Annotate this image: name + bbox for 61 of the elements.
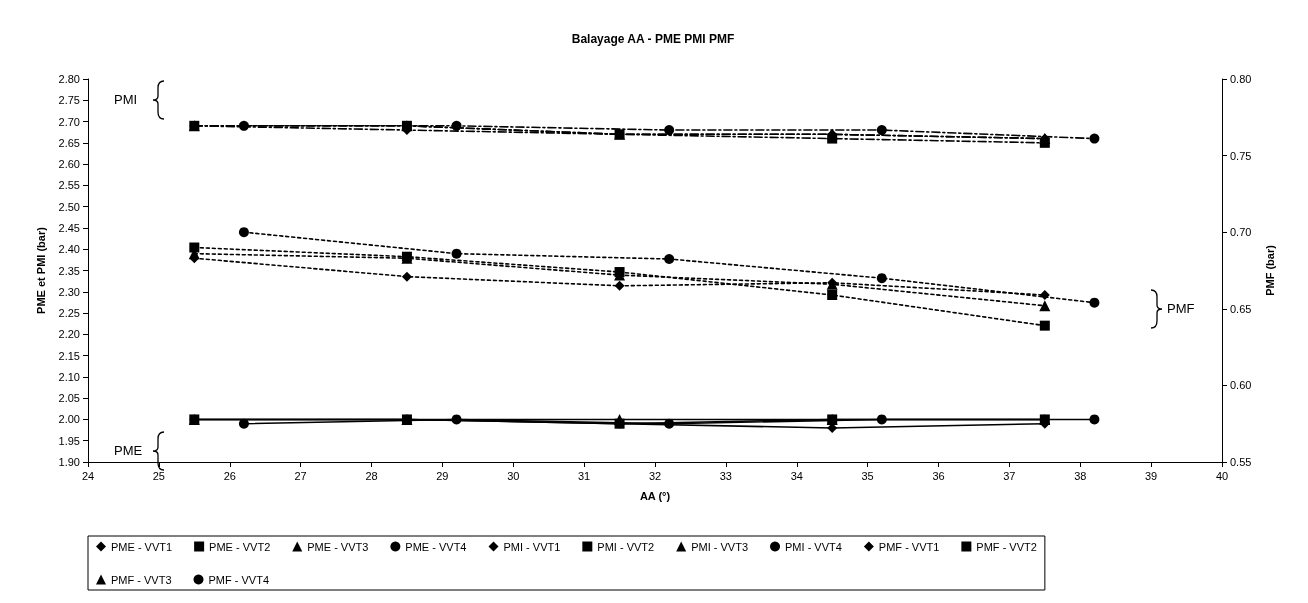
x-tick-label: 28 (365, 469, 378, 482)
y-tick-label: 2.00 (58, 413, 80, 426)
x-tick-label: 26 (223, 469, 236, 482)
y-tick-label: 2.10 (58, 370, 80, 383)
legend-label: PMI - VVT2 (597, 540, 655, 553)
x-tick-label: 36 (932, 469, 945, 482)
legend-label: PME - VVT3 (307, 540, 369, 553)
y-tick-label: 1.95 (58, 434, 80, 447)
x-tick-label: 34 (790, 469, 803, 482)
annotation: PME (114, 443, 144, 459)
chart-title: Balayage AA - PME PMI PMF (571, 32, 735, 46)
y-tick-label: 2.05 (58, 392, 80, 405)
x-tick-label: 35 (861, 469, 874, 482)
y-tick-label: 2.70 (58, 115, 80, 128)
y-axis-title: PME et PMI (bar) (34, 226, 47, 314)
x-tick-label: 39 (1145, 469, 1158, 482)
y-tick-label: 1.90 (58, 456, 80, 468)
y2-tick-label: 0.65 (1230, 302, 1252, 315)
legend-label: PME - VVT1 (111, 540, 173, 553)
y2-axis-title: PMF (bar) (1263, 244, 1276, 296)
legend-label: PMI - VVT1 (503, 540, 561, 553)
legend-label: PMF - VVT2 (976, 540, 1037, 553)
y2-tick-label: 0.60 (1230, 379, 1252, 392)
legend-label: PMI - VVT3 (691, 540, 749, 553)
y-tick-label: 2.80 (58, 73, 80, 85)
x-tick-label: 24 (81, 469, 95, 482)
y-tick-label: 2.35 (58, 264, 80, 277)
y-tick-label: 2.65 (58, 136, 80, 149)
y-tick-label: 2.75 (58, 94, 80, 107)
annotation: PMF (1167, 301, 1196, 317)
y-tick-label: 2.25 (58, 307, 80, 320)
x-axis-title: AA (°) (639, 489, 671, 502)
x-tick-label: 29 (436, 469, 449, 482)
x-tick-label: 37 (1003, 469, 1016, 482)
annotation: PMI (114, 92, 139, 108)
x-tick-label: 38 (1074, 469, 1087, 482)
y2-tick-label: 0.75 (1230, 149, 1252, 162)
x-tick-label: 32 (648, 469, 662, 482)
y-tick-label: 2.15 (58, 349, 80, 362)
x-tick-label: 27 (294, 469, 307, 482)
x-tick-label: 31 (578, 469, 591, 482)
legend-label: PMF - VVT1 (878, 540, 940, 553)
legend-label: PMF - VVT3 (111, 573, 172, 586)
legend-label: PME - VVT2 (209, 540, 271, 553)
x-tick-label: 40 (1215, 469, 1229, 482)
x-tick-label: 33 (719, 469, 732, 482)
y-tick-label: 2.30 (58, 285, 80, 298)
legend-label: PMI - VVT4 (785, 540, 842, 553)
y2-tick-label: 0.55 (1230, 456, 1252, 468)
legend-label: PMF - VVT4 (208, 573, 270, 586)
y-tick-label: 2.45 (58, 221, 80, 234)
legend-label: PME - VVT4 (405, 540, 467, 553)
y2-tick-label: 0.80 (1230, 73, 1252, 85)
y-tick-label: 2.60 (58, 158, 80, 171)
y-tick-label: 2.50 (58, 200, 80, 213)
y-tick-label: 2.20 (58, 328, 80, 341)
x-tick-label: 25 (152, 469, 165, 482)
y-tick-label: 2.40 (58, 243, 80, 256)
y2-tick-label: 0.70 (1230, 226, 1252, 239)
y-tick-label: 2.55 (58, 179, 80, 192)
x-tick-label: 30 (507, 469, 520, 482)
